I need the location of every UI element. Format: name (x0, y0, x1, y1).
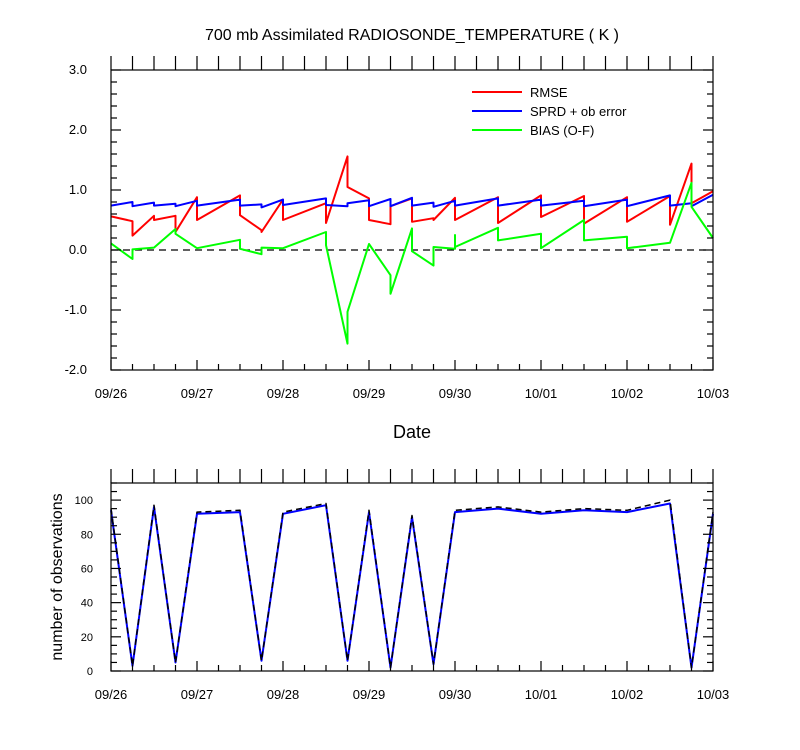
bottom-x-tick-label: 10/01 (525, 687, 558, 702)
bottom-series-group (110, 499, 714, 669)
bottom-y-axis: 0 20 40 60 80 100 (75, 482, 713, 678)
bottom-x-tick-label: 09/28 (267, 687, 300, 702)
bottom-x-tick-label: 10/03 (697, 687, 730, 702)
top-x-tick-label: 09/26 (95, 386, 128, 401)
legend-label-0: RMSE (530, 85, 568, 100)
top-x-tick-label: 09/29 (353, 386, 386, 401)
bottom-y-tick-label: 80 (81, 529, 93, 541)
top-x-tick-label: 09/27 (181, 386, 214, 401)
legend-label-2: BIAS (O-F) (530, 123, 594, 138)
top-y-tick-label: 2.0 (69, 122, 87, 137)
top-y-tick-label: 1.0 (69, 182, 87, 197)
bottom-x-tick-label: 10/02 (611, 687, 644, 702)
top-x-tick-label: 09/28 (267, 386, 300, 401)
bottom-y-axis-label: number of observations (49, 493, 66, 660)
top-x-axis-label: Date (393, 422, 431, 442)
top-series-group (110, 155, 714, 345)
bottom-x-tick-label: 09/26 (95, 687, 128, 702)
top-x-tick-label: 10/03 (697, 386, 730, 401)
top-x-tick-label: 09/30 (439, 386, 472, 401)
top-series-sprd-ob-error-line (110, 193, 714, 209)
bottom-y-tick-label: 0 (87, 666, 93, 678)
top-x-tick-label: 10/01 (525, 386, 558, 401)
bottom-x-tick-label: 09/29 (353, 687, 386, 702)
bottom-x-tick-label: 09/30 (439, 687, 472, 702)
top-y-tick-label: -2.0 (65, 362, 87, 377)
bottom-series-assimilated-line (110, 502, 714, 669)
bottom-y-tick-label: 40 (81, 598, 93, 610)
top-legend: RMSE SPRD + ob error BIAS (O-F) (472, 85, 627, 138)
top-series-rmse-line (110, 155, 714, 237)
top-y-tick-label: -1.0 (65, 302, 87, 317)
top-chart-title: 700 mb Assimilated RADIOSONDE_TEMPERATUR… (205, 27, 619, 44)
legend-label-1: SPRD + ob error (530, 104, 627, 119)
bottom-series-possible-line (110, 499, 714, 669)
bottom-y-tick-label: 100 (75, 495, 93, 507)
top-series-bias-o-f-line (110, 181, 714, 345)
bottom-x-axis: 09/26 09/27 09/28 09/29 09/30 10/01 10/02 10/03 (95, 469, 730, 702)
top-y-axis: 3.0 2.0 1.0 0.0 -1.0 -2.0 (65, 62, 713, 377)
bottom-y-tick-label: 60 (81, 563, 93, 575)
top-x-axis: 09/26 09/27 09/28 09/29 09/30 10/01 10/02 10/03 (95, 56, 730, 401)
top-y-tick-label: 3.0 (69, 62, 87, 77)
bottom-y-tick-label: 20 (81, 632, 93, 644)
top-x-tick-label: 10/02 (611, 386, 644, 401)
top-y-tick-label: 0.0 (69, 242, 87, 257)
bottom-x-tick-label: 09/27 (181, 687, 214, 702)
